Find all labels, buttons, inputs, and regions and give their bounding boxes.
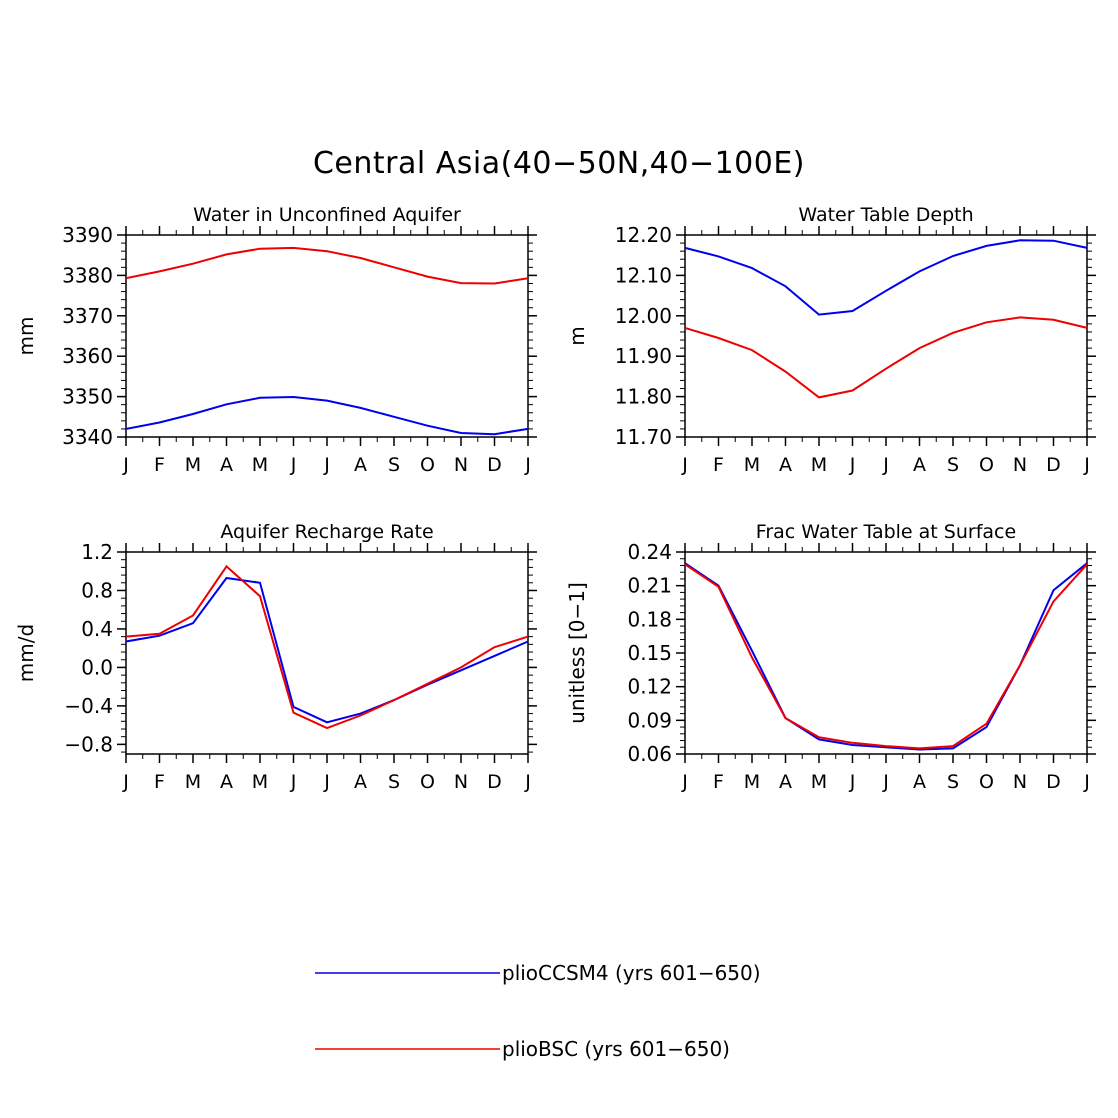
panel-2-xtick-label: J: [849, 454, 856, 476]
panel-1-xtick-label: F: [154, 454, 165, 476]
panel-1-ylabel: mm: [14, 317, 38, 356]
panel-3-xtick-label: J: [524, 771, 531, 793]
panel-3-ytick-label: 0.8: [81, 578, 113, 602]
panel-1-ytick-label: 3350: [62, 385, 113, 409]
figure-title: Central Asia(40−50N,40−100E): [312, 146, 806, 181]
panel-4-xtick-label: M: [744, 771, 760, 793]
panel-1-xtick-label: J: [323, 454, 330, 476]
panel-1-ytick-label: 3360: [62, 344, 113, 368]
panel-2-ytick-label: 11.80: [615, 385, 672, 409]
panel-4-series-pliocCSM4: [684, 562, 1088, 751]
panel-2-xtick-label: J: [882, 454, 889, 476]
panel-3-xtick-label: N: [454, 771, 468, 793]
panel-3-xtick-label: J: [290, 771, 297, 793]
panel-1-xtick-label: J: [122, 454, 129, 476]
panel-1-title: Water in Unconfined Aquifer: [193, 204, 461, 226]
panel-3-series-pliocCSM4: [125, 576, 529, 724]
panel-3-xtick-label: M: [252, 771, 268, 793]
panel-2-ylabel: m: [565, 326, 589, 345]
panel-4-xtick-label: D: [1046, 771, 1061, 793]
panel-2-ytick-label: 11.70: [615, 425, 672, 449]
panel-2-xtick-label: A: [779, 454, 792, 476]
panel-4-ytick-label: 0.21: [627, 574, 672, 598]
panel-3-ylabel: mm/d: [14, 624, 38, 682]
panel-2-ytick-label: 11.90: [615, 344, 672, 368]
panel-4-xtick-label: S: [947, 771, 959, 793]
panel-1-xtick-label: S: [388, 454, 400, 476]
panel-4-xtick-label: N: [1013, 771, 1027, 793]
panel-4-xtick-label: J: [1083, 771, 1090, 793]
panel-1-xtick-label: D: [487, 454, 502, 476]
panel-3-frame: [125, 551, 529, 755]
panel-4-xtick-label: A: [913, 771, 926, 793]
panel-2-xtick-label: D: [1046, 454, 1061, 476]
panel-2-ytick-label: 12.00: [615, 304, 672, 328]
panel-1-ytick-label: 3340: [62, 425, 113, 449]
panel-3-xtick-label: A: [354, 771, 367, 793]
panel-4-ytick-label: 0.24: [627, 540, 672, 564]
panel-4-ytick-label: 0.18: [627, 607, 672, 631]
panel-1-xtick-label: J: [524, 454, 531, 476]
panel-4-series-plioBSC: [684, 563, 1088, 750]
panel-1-xtick-label: A: [354, 454, 367, 476]
panel-4-xtick-label: J: [882, 771, 889, 793]
panel-2-xtick-label: M: [811, 454, 827, 476]
panel-1-xtick-label: N: [454, 454, 468, 476]
panel-1-xtick-label: O: [420, 454, 435, 476]
panel-4-ytick-label: 0.09: [627, 708, 672, 732]
panel-4-ylabel: unitless [0−1]: [565, 582, 589, 724]
panel-3-xtick-label: J: [323, 771, 330, 793]
panel-4-title: Frac Water Table at Surface: [756, 521, 1016, 543]
panel-4-xtick-label: F: [713, 771, 724, 793]
panel-3-ytick-label: 0.0: [81, 655, 113, 679]
panel-1-xtick-label: J: [290, 454, 297, 476]
panel-2-xtick-label: F: [713, 454, 724, 476]
panel-2-xtick-label: O: [979, 454, 994, 476]
panel-1-ytick-label: 3390: [62, 223, 113, 247]
panel-1-xtick-label: M: [185, 454, 201, 476]
panel-3-xtick-label: D: [487, 771, 502, 793]
panel-1-series-plioBSC: [125, 246, 529, 285]
panel-2-series-pliocCSM4: [684, 239, 1088, 316]
panel-2-title: Water Table Depth: [798, 204, 973, 226]
panel-2-ytick-label: 12.20: [615, 223, 672, 247]
panel-4-xtick-label: J: [849, 771, 856, 793]
panel-2-xtick-label: A: [913, 454, 926, 476]
panel-3-xtick-label: F: [154, 771, 165, 793]
panel-3-xtick-label: M: [185, 771, 201, 793]
panel-2-xtick-label: N: [1013, 454, 1027, 476]
panel-3-xtick-label: A: [220, 771, 233, 793]
panel-3-xtick-label: O: [420, 771, 435, 793]
panel-2-ytick-label: 12.10: [615, 263, 672, 287]
panel-1-ytick-label: 3380: [62, 263, 113, 287]
panel-1-xtick-label: A: [220, 454, 233, 476]
panel-4-xtick-label: M: [811, 771, 827, 793]
panel-2-series-plioBSC: [684, 316, 1088, 399]
panel-3-xtick-label: S: [388, 771, 400, 793]
panel-2-xtick-label: M: [744, 454, 760, 476]
panel-3-xtick-label: J: [122, 771, 129, 793]
panel-1-xtick-label: M: [252, 454, 268, 476]
panel-3-series-plioBSC: [125, 564, 529, 730]
panel-3-ytick-label: −0.8: [64, 732, 113, 756]
panel-2-xtick-label: S: [947, 454, 959, 476]
panel-3-ytick-label: 1.2: [81, 540, 113, 564]
panel-3-ytick-label: −0.4: [64, 694, 113, 718]
panel-4-ytick-label: 0.15: [627, 641, 672, 665]
panel-2-xtick-label: J: [1083, 454, 1090, 476]
panel-1-series-pliocCSM4: [125, 395, 529, 436]
panel-2-xtick-label: J: [681, 454, 688, 476]
panel-4-xtick-label: O: [979, 771, 994, 793]
panel-3-title: Aquifer Recharge Rate: [220, 521, 433, 543]
panel-1-ytick-label: 3370: [62, 304, 113, 328]
panel-4-xtick-label: A: [779, 771, 792, 793]
panel-4-ytick-label: 0.06: [627, 742, 672, 766]
panel-4-xtick-label: J: [681, 771, 688, 793]
panel-3-ytick-label: 0.4: [81, 617, 113, 641]
panel-4-ytick-label: 0.12: [627, 675, 672, 699]
